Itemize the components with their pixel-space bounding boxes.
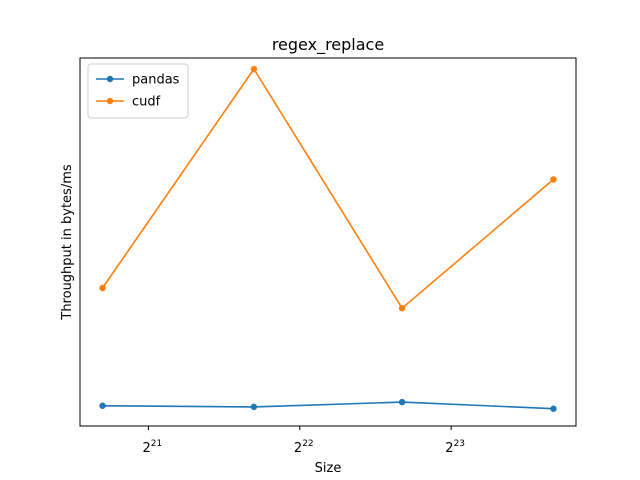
legend-label-pandas: pandas [132, 73, 180, 88]
legend-marker-pandas [106, 75, 114, 83]
chart-title: regex_replace [272, 35, 384, 55]
data-point-pandas [250, 403, 258, 411]
x-tick-label: 222 [294, 439, 314, 456]
series-line-cudf [101, 68, 555, 310]
y-axis-label: Throughput in bytes/ms [60, 164, 75, 320]
data-point-cudf [398, 305, 406, 312]
x-tick-label: 221 [143, 439, 163, 456]
data-point-pandas [550, 405, 557, 412]
data-point-cudf [99, 284, 106, 292]
x-axis-label: Size [315, 461, 342, 476]
x-tick-label: 223 [445, 439, 465, 456]
legend-label-cudf: cudf [132, 95, 161, 110]
data-point-cudf [550, 176, 557, 183]
data-point-pandas [398, 398, 406, 406]
legend-box [87, 63, 189, 119]
data-point-cudf [250, 65, 258, 73]
plot-area: 221 222 223 [79, 57, 577, 456]
data-point-pandas [99, 402, 106, 409]
series-line-pandas [102, 401, 554, 410]
legend-marker-cudf [106, 97, 114, 105]
legend: pandas cudf [87, 63, 189, 119]
axes-frame [79, 57, 577, 427]
